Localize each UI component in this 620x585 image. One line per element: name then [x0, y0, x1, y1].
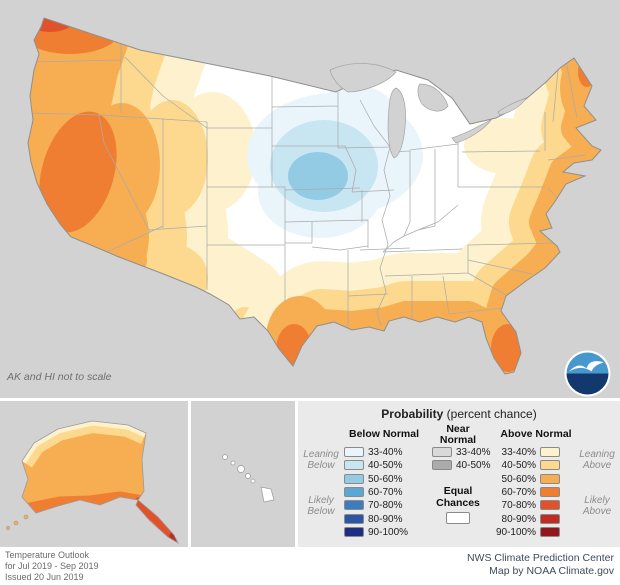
legend-title: Probability (percent chance) — [298, 407, 620, 421]
legend-swatch-below-4 — [344, 487, 364, 497]
footer-left-text: Temperature Outlook for Jul 2019 - Sep 2… — [5, 550, 99, 583]
legend-row-above-3: 50-60% — [490, 473, 560, 485]
legend-swatch-below-2 — [344, 460, 364, 470]
legend-swatch-above-1 — [540, 447, 560, 457]
legend-row-below-3: 50-60% — [344, 473, 402, 485]
great-lakes — [329, 63, 527, 159]
state-borders — [28, 41, 587, 328]
legend-row-below-5: 70-80% — [344, 499, 402, 511]
footer: Temperature Outlook for Jul 2019 - Sep 2… — [0, 547, 620, 585]
legend-range-label: 33-40% — [368, 446, 403, 458]
lake-erie — [451, 118, 493, 144]
legend-row-above-6: 80-90% — [490, 513, 560, 525]
aleutian-islands — [6, 514, 29, 530]
cool-region-central — [247, 85, 423, 238]
legend-range-label: 50-60% — [368, 473, 403, 485]
legend-row-below-2: 40-50% — [344, 459, 402, 471]
legend-row-above-4: 60-70% — [490, 486, 560, 498]
legend-range-label: 70-80% — [501, 499, 536, 511]
leaning-below-label: Leaning Below — [303, 449, 339, 471]
legend-swatch-below-1 — [344, 447, 364, 457]
legend-swatch-above-7 — [540, 527, 560, 537]
footer-title: Temperature Outlook — [5, 550, 90, 560]
us-temperature-outlook-map — [27, 17, 602, 375]
legend-swatch-above-2 — [540, 460, 560, 470]
likely-below-label: Likely Below — [307, 495, 335, 517]
not-to-scale-note: AK and HI not to scale — [7, 371, 112, 383]
footer-credit: Map by NOAA Climate.gov — [489, 565, 614, 577]
legend-row-below-4: 60-70% — [344, 486, 402, 498]
legend-swatch-below-5 — [344, 500, 364, 510]
likely-above-label: Likely Above — [582, 495, 612, 517]
lake-michigan — [387, 87, 406, 159]
legend-range-label: 80-90% — [501, 513, 536, 525]
footer-right-text: NWS Climate Prediction Center Map by NOA… — [467, 552, 614, 578]
legend-range-label: 60-70% — [368, 486, 403, 498]
legend-range-label: 33-40% — [501, 446, 536, 458]
alaska-inset-map — [6, 420, 179, 545]
legend-range-label: 40-50% — [368, 459, 403, 471]
legend-swatch-below-3 — [344, 474, 364, 484]
legend-row-above-5: 70-80% — [490, 499, 560, 511]
leaning-above-label: Leaning Above — [579, 449, 615, 471]
footer-period: for Jul 2019 - Sep 2019 — [5, 561, 99, 571]
legend-swatch-near-1 — [432, 447, 452, 457]
noaa-gull-icon — [569, 361, 604, 372]
equal-chances-swatch-wrap — [446, 511, 470, 529]
legend-swatch-above-4 — [540, 487, 560, 497]
legend-swatch-below-7 — [344, 527, 364, 537]
legend-title-main: Probability — [381, 407, 444, 421]
footer-source: NWS Climate Prediction Center — [466, 552, 614, 564]
legend-header-above: Above Normal — [500, 428, 572, 440]
lake-huron — [417, 83, 449, 112]
legend-range-label: 60-70% — [501, 486, 536, 498]
legend-range-label: 40-50% — [501, 459, 536, 471]
equal-chances-label: Equal Chances — [436, 485, 480, 509]
noaa-logo — [564, 350, 611, 397]
legend-range-label: 90-100% — [368, 526, 409, 538]
legend-row-below-1: 33-40% — [344, 446, 402, 458]
legend-row-above-2: 40-50% — [490, 459, 560, 471]
legend-range-label: 50-60% — [501, 473, 536, 485]
legend-row-near-2: 40-50% — [432, 459, 490, 471]
legend-panel: Probability (percent chance) Below Norma… — [298, 401, 620, 547]
legend-row-below-6: 80-90% — [344, 513, 402, 525]
hawaii-inset-map — [222, 454, 275, 503]
legend-swatch-above-6 — [540, 514, 560, 524]
us-border — [27, 17, 602, 375]
footer-issued: Issued 20 Jun 2019 — [5, 572, 84, 582]
legend-swatch-equal — [446, 512, 470, 524]
legend-row-above-1: 33-40% — [490, 446, 560, 458]
legend-swatch-above-5 — [540, 500, 560, 510]
legend-swatch-below-6 — [344, 514, 364, 524]
legend-range-label: 40-50% — [456, 459, 491, 471]
legend-row-near-1: 33-40% — [432, 446, 490, 458]
hawaii-inset-panel — [191, 401, 295, 547]
legend-swatch-near-2 — [432, 460, 452, 470]
legend-header-below: Below Normal — [348, 428, 419, 440]
alaska-inset-panel — [0, 401, 188, 547]
legend-range-label: 80-90% — [368, 513, 403, 525]
legend-swatch-above-3 — [540, 474, 560, 484]
bottom-section: Probability (percent chance) Below Norma… — [0, 398, 620, 547]
legend-row-above-7: 90-100% — [490, 526, 560, 538]
legend-range-label: 33-40% — [456, 446, 491, 458]
legend-title-sub: (percent chance) — [443, 407, 537, 421]
legend-row-below-7: 90-100% — [344, 526, 408, 538]
legend-range-label: 70-80% — [368, 499, 403, 511]
lake-ontario — [497, 97, 527, 116]
legend-range-label: 90-100% — [495, 526, 536, 538]
lake-superior — [329, 63, 397, 93]
legend-header-near: Near Normal — [439, 423, 477, 446]
